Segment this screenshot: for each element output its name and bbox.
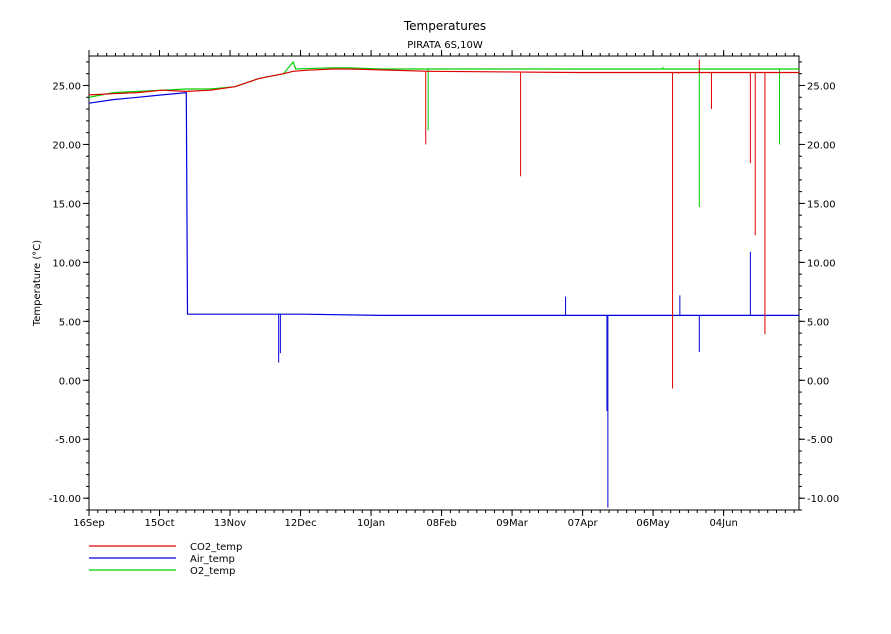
y-tick-label: 10.00: [52, 258, 81, 269]
y-tick-label-right: 10.00: [807, 258, 836, 269]
x-tick-label: 10Jan: [357, 518, 385, 529]
series-line-O2_temp: [88, 60, 799, 98]
y-tick-label: -10.00: [49, 494, 81, 505]
x-tick-label: 15Oct: [145, 518, 175, 529]
y-tick-label-right: 20.00: [807, 140, 836, 151]
y-tick-label-right: -10.00: [807, 494, 839, 505]
y-tick-label: 0.00: [59, 376, 81, 387]
x-tick-label: 06May: [636, 518, 669, 529]
legend-label-Air_temp: Air_temp: [190, 554, 235, 565]
x-tick-label: 04Jun: [709, 518, 737, 529]
series-line-Air_temp: [88, 91, 799, 316]
legend-label-CO2_temp: CO2_temp: [190, 542, 242, 553]
y-tick-label: 15.00: [52, 199, 81, 210]
series-line-CO2_temp: [88, 68, 799, 96]
y-axis-label: Temperature (°C): [32, 240, 43, 327]
x-tick-label: 16Sep: [73, 518, 105, 529]
y-tick-label: 5.00: [59, 317, 81, 328]
y-tick-label: -5.00: [55, 435, 81, 446]
plot-frame: [88, 55, 800, 511]
y-axis-right: -10.00 -5.00 0.00 5.00 10.00 15.00 20.00 25.00: [799, 61, 839, 511]
x-tick-label: 12Dec: [285, 518, 317, 529]
chart-subtitle: PIRATA 6S,10W: [407, 40, 483, 51]
y-tick-label-right: -5.00: [807, 435, 833, 446]
x-tick-label: 09Mar: [496, 518, 528, 529]
y-tick-label: 25.00: [52, 81, 81, 92]
legend-label-O2_temp: O2_temp: [190, 566, 235, 577]
y-tick-label: 20.00: [52, 140, 81, 151]
y-axis-left: -10.00 -5.00 0.00 5.00 10.00 15.00 20.00 25.00: [49, 61, 89, 511]
y-tick-label-right: 5.00: [807, 317, 829, 328]
series-layer: [88, 59, 799, 508]
x-tick-label: 08Feb: [426, 518, 456, 529]
x-tick-label: 07Apr: [568, 518, 599, 529]
y-tick-label-right: 25.00: [807, 81, 836, 92]
y-tick-label-right: 15.00: [807, 199, 836, 210]
x-axis: 16Sep 15Oct 13Nov 12Dec 10Jan 08Feb 09Mar 07Apr…: [73, 50, 795, 529]
x-tick-label: 13Nov: [214, 518, 246, 529]
chart-title: Temperatures: [403, 19, 486, 33]
y-tick-label-right: 0.00: [807, 376, 829, 387]
